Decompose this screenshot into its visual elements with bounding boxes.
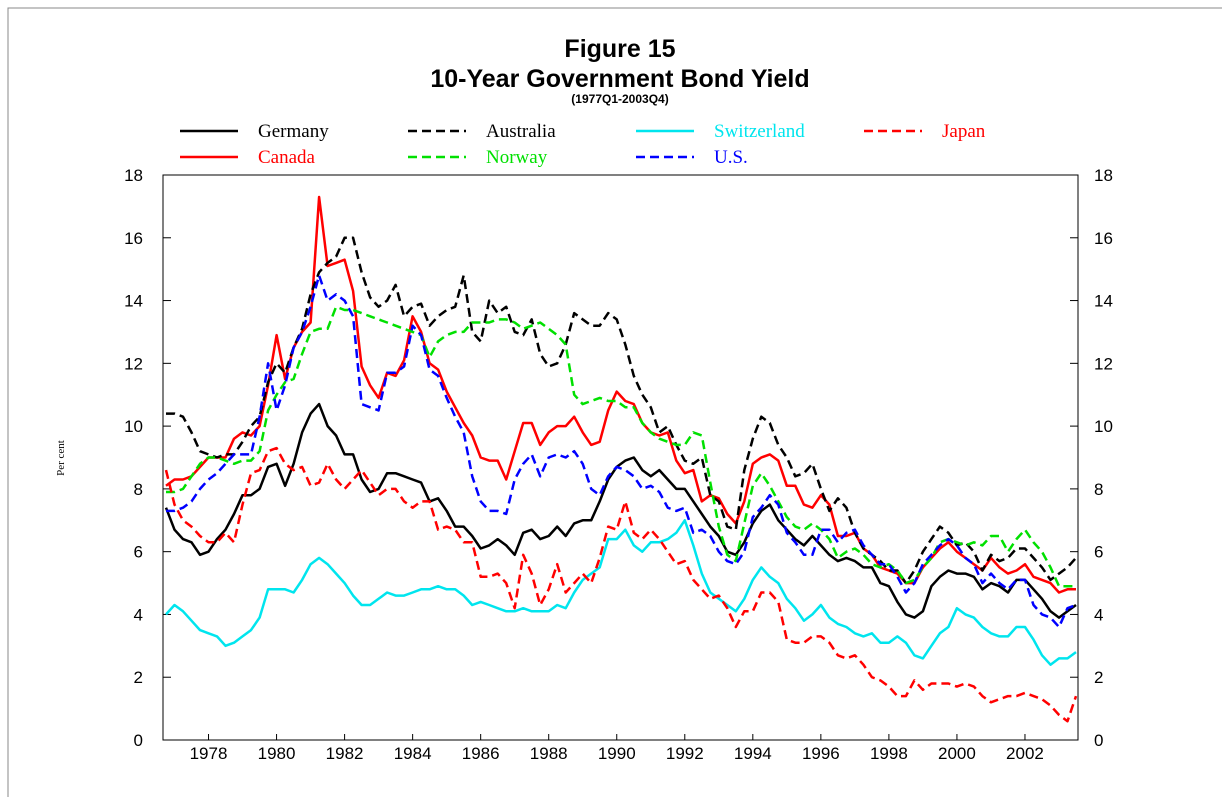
series-line <box>164 402 1077 619</box>
series-line <box>165 195 1076 594</box>
y2-tick-label: 16 <box>1094 229 1113 248</box>
legend-label: Germany <box>258 121 329 142</box>
legend-label: Australia <box>486 121 556 142</box>
y-tick-label: 10 <box>124 417 143 436</box>
x-tick-label: 1978 <box>190 744 228 763</box>
series-line <box>164 446 1078 723</box>
x-tick-label: 1990 <box>598 744 636 763</box>
y2-tick-label: 10 <box>1094 417 1113 436</box>
x-tick-label: 1986 <box>462 744 500 763</box>
x-tick-label: 1998 <box>870 744 908 763</box>
y2-tick-label: 2 <box>1094 668 1103 687</box>
legend-label: Switzerland <box>714 121 805 142</box>
x-tick-label: 1996 <box>802 744 840 763</box>
x-tick-label: 1984 <box>394 744 432 763</box>
x-tick-label: 1982 <box>326 744 364 763</box>
legend-label: Norway <box>486 147 548 168</box>
y-tick-label: 2 <box>134 668 143 687</box>
x-tick-label: 1992 <box>666 744 704 763</box>
legend-label: Japan <box>942 121 986 142</box>
legend-label: U.S. <box>714 147 748 168</box>
y-tick-label: 0 <box>134 731 143 750</box>
y-tick-label: 18 <box>124 166 143 185</box>
y-axis-label: Per cent <box>55 440 67 476</box>
x-tick-label: 2000 <box>938 744 976 763</box>
y2-tick-label: 8 <box>1094 480 1103 499</box>
frame <box>7 7 1222 797</box>
legend-label: Canada <box>258 147 316 168</box>
series-line <box>166 274 1077 629</box>
y2-tick-label: 0 <box>1094 731 1103 750</box>
y-tick-label: 6 <box>134 543 143 562</box>
x-tick-label: 1988 <box>530 744 568 763</box>
x-tick-label: 1980 <box>258 744 296 763</box>
chart-note: (1977Q1-2003Q4) <box>571 92 668 106</box>
y-tick-label: 12 <box>124 354 143 373</box>
y2-tick-label: 12 <box>1094 354 1113 373</box>
y-tick-label: 8 <box>134 480 143 499</box>
series-line <box>166 305 1076 588</box>
y2-tick-label: 6 <box>1094 543 1103 562</box>
y2-tick-label: 18 <box>1094 166 1113 185</box>
x-tick-label: 2002 <box>1006 744 1044 763</box>
y2-tick-label: 4 <box>1094 605 1103 624</box>
y-tick-label: 14 <box>124 292 143 311</box>
y-tick-label: 4 <box>134 605 143 624</box>
y2-tick-label: 14 <box>1094 292 1113 311</box>
chart-subtitle: 10-Year Government Bond Yield <box>430 65 809 93</box>
series-line <box>166 236 1077 585</box>
plot-frame <box>162 174 1079 741</box>
x-tick-label: 1994 <box>734 744 772 763</box>
series-line <box>165 519 1077 666</box>
chart-title: Figure 15 <box>564 35 675 63</box>
y-tick-label: 16 <box>124 229 143 248</box>
